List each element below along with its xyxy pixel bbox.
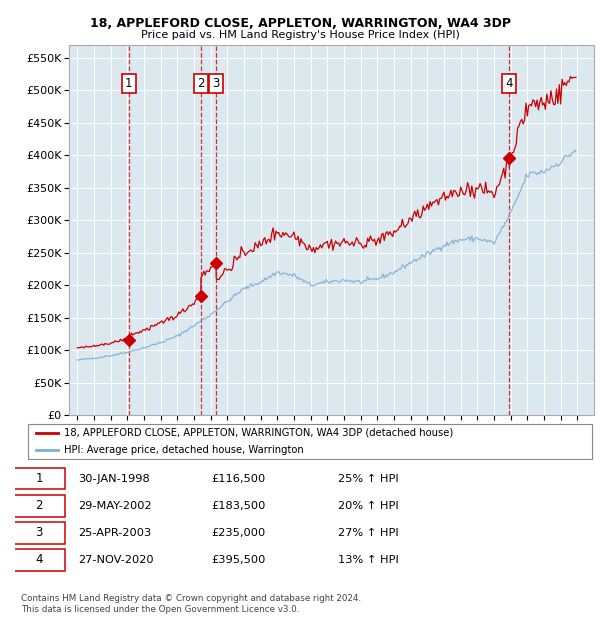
Text: £183,500: £183,500 — [211, 501, 265, 511]
Text: 25% ↑ HPI: 25% ↑ HPI — [338, 474, 398, 484]
Text: 3: 3 — [35, 526, 43, 539]
FancyBboxPatch shape — [14, 522, 65, 544]
Text: 27-NOV-2020: 27-NOV-2020 — [79, 555, 154, 565]
Text: 4: 4 — [505, 77, 513, 90]
Text: 1: 1 — [35, 472, 43, 485]
Text: 1: 1 — [125, 77, 133, 90]
Text: 29-MAY-2002: 29-MAY-2002 — [79, 501, 152, 511]
Text: 3: 3 — [212, 77, 220, 90]
Text: 20% ↑ HPI: 20% ↑ HPI — [338, 501, 398, 511]
Text: £395,500: £395,500 — [211, 555, 265, 565]
FancyBboxPatch shape — [28, 423, 592, 459]
Text: 30-JAN-1998: 30-JAN-1998 — [79, 474, 150, 484]
Text: 27% ↑ HPI: 27% ↑ HPI — [338, 528, 398, 538]
Text: 4: 4 — [35, 554, 43, 567]
FancyBboxPatch shape — [14, 549, 65, 571]
Text: 13% ↑ HPI: 13% ↑ HPI — [338, 555, 398, 565]
Text: £235,000: £235,000 — [211, 528, 265, 538]
Text: 18, APPLEFORD CLOSE, APPLETON, WARRINGTON, WA4 3DP (detached house): 18, APPLEFORD CLOSE, APPLETON, WARRINGTO… — [64, 428, 453, 438]
Text: 2: 2 — [35, 499, 43, 512]
Text: HPI: Average price, detached house, Warrington: HPI: Average price, detached house, Warr… — [64, 445, 304, 455]
FancyBboxPatch shape — [14, 495, 65, 516]
Text: 2: 2 — [197, 77, 205, 90]
Text: £116,500: £116,500 — [211, 474, 265, 484]
Text: Contains HM Land Registry data © Crown copyright and database right 2024.
This d: Contains HM Land Registry data © Crown c… — [21, 595, 361, 614]
Text: 25-APR-2003: 25-APR-2003 — [79, 528, 152, 538]
Text: 18, APPLEFORD CLOSE, APPLETON, WARRINGTON, WA4 3DP: 18, APPLEFORD CLOSE, APPLETON, WARRINGTO… — [89, 17, 511, 30]
Text: Price paid vs. HM Land Registry's House Price Index (HPI): Price paid vs. HM Land Registry's House … — [140, 30, 460, 40]
FancyBboxPatch shape — [14, 467, 65, 489]
